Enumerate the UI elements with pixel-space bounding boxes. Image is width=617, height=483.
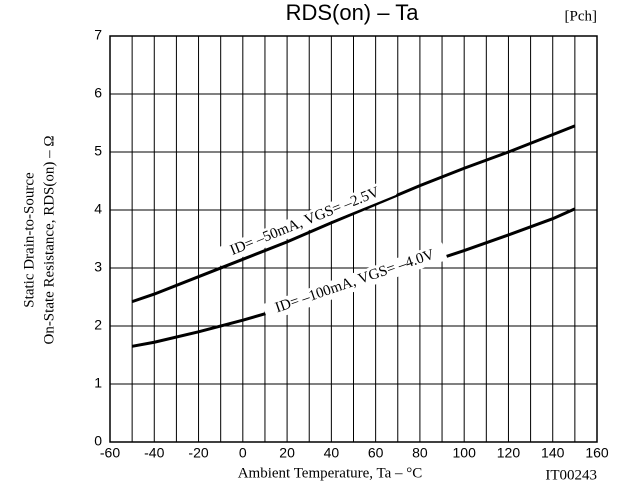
chart-title: RDS(on) – Ta <box>286 0 420 25</box>
x-tick-label: -40 <box>144 445 164 461</box>
x-tick-label: 80 <box>412 445 428 461</box>
y-tick-label: 2 <box>94 317 102 333</box>
figure-id: IT00243 <box>545 467 597 483</box>
chart-subtitle: [Pch] <box>565 8 598 24</box>
y-tick-label: 0 <box>94 433 102 449</box>
x-tick-label: 40 <box>324 445 340 461</box>
x-axis-label: Ambient Temperature, Ta – °C <box>238 465 423 481</box>
plot-frame <box>109 35 598 443</box>
x-tick-label: 160 <box>585 445 609 461</box>
x-tick-label: -20 <box>188 445 208 461</box>
y-tick-label: 1 <box>94 375 102 391</box>
label-bg <box>262 242 448 322</box>
series-label: ID= –100mA, VGS= –4.0V <box>273 247 436 317</box>
series-label: ID= –50mA, VGS= –2.5V <box>228 184 382 259</box>
y-tick-label: 7 <box>94 27 102 43</box>
x-tick-label: 100 <box>453 445 477 461</box>
series-line <box>131 124 576 304</box>
y-tick-label: 6 <box>94 85 102 101</box>
y-tick-label: 5 <box>94 143 102 159</box>
x-tick-label: 140 <box>541 445 565 461</box>
x-tick-label: -60 <box>100 445 120 461</box>
x-tick-label: 120 <box>497 445 521 461</box>
x-tick-label: 20 <box>279 445 295 461</box>
y-axis-label: On-State Resistance, RDS(on) – Ω <box>41 135 57 344</box>
y-axis-label: Static Drain-to-Source <box>21 172 37 308</box>
y-tick-label: 4 <box>94 201 102 217</box>
x-tick-label: 0 <box>239 445 247 461</box>
y-tick-label: 3 <box>94 259 102 275</box>
x-tick-label: 60 <box>368 445 384 461</box>
label-bg <box>213 178 397 266</box>
